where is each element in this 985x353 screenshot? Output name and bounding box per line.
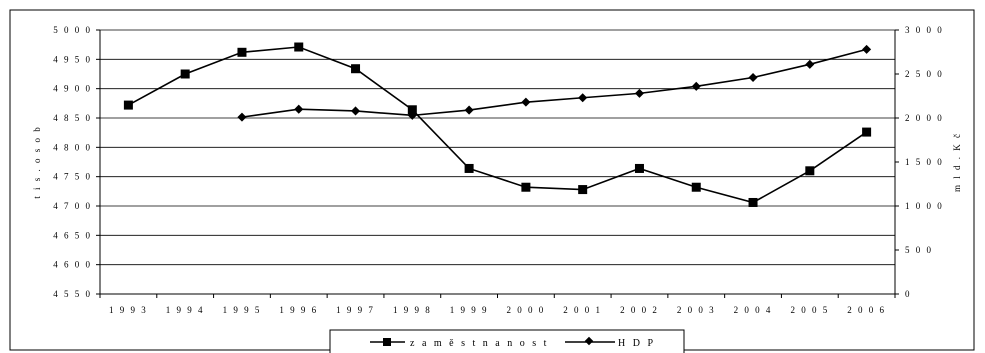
right-tick-labels: 0 5 0 0 1 0 0 0 1 5 0 0 2 0 0 0 2 5 0 0 3 0 0 … bbox=[905, 25, 944, 299]
left-tick-label-4950: 4 9 5 0 bbox=[53, 54, 92, 64]
point-hdp-2006 bbox=[862, 44, 872, 54]
right-tick-label-0: 0 bbox=[905, 289, 912, 299]
point-zamestnanost-1997 bbox=[351, 64, 361, 74]
right-tick-label-3000: 3 0 0 0 bbox=[905, 25, 944, 35]
legend-box bbox=[329, 329, 685, 353]
x-tick-label-2000: 2 0 0 0 bbox=[507, 305, 546, 315]
point-hdp-2004 bbox=[748, 72, 758, 83]
x-tick-label-2004: 2 0 0 4 bbox=[734, 305, 773, 315]
right-tick-label-2500: 2 5 0 0 bbox=[905, 69, 944, 79]
x-tick-label-2001: 2 0 0 1 bbox=[563, 305, 602, 315]
right-tick-label-500: 5 0 0 bbox=[905, 245, 933, 255]
legend-marker-hdp bbox=[584, 336, 594, 346]
point-hdp-2001 bbox=[578, 93, 588, 103]
point-hdp-1997 bbox=[351, 106, 361, 116]
axes bbox=[96, 29, 899, 298]
point-hdp-2002 bbox=[634, 88, 644, 98]
point-zamestnanost-2006 bbox=[862, 127, 872, 137]
left-tick-label-4850: 4 8 5 0 bbox=[53, 113, 92, 123]
x-tick-label-1996: 1 9 9 6 bbox=[279, 305, 318, 315]
x-tick-label-2005: 2 0 0 5 bbox=[790, 305, 829, 315]
left-tick-label-4750: 4 7 5 0 bbox=[53, 172, 92, 182]
left-tick-label-5000: 5 0 0 0 bbox=[53, 25, 92, 35]
legend: z a m ě s t n a n o s t H D P bbox=[329, 329, 685, 353]
left-tick-label-4550: 4 5 5 0 bbox=[53, 289, 92, 299]
x-tick-label-2006: 2 0 0 6 bbox=[847, 305, 886, 315]
point-zamestnanost-2004 bbox=[748, 197, 758, 207]
left-tick-label-4900: 4 9 0 0 bbox=[53, 84, 92, 94]
left-axis-title: t i s . o s o b bbox=[32, 125, 42, 199]
point-hdp-1995 bbox=[237, 112, 247, 122]
right-tick-label-1500: 1 5 0 0 bbox=[905, 157, 944, 167]
right-tick-label-2000: 2 0 0 0 bbox=[905, 113, 944, 123]
x-tick-label-1993: 1 9 9 3 bbox=[109, 305, 148, 315]
left-tick-label-4600: 4 6 0 0 bbox=[53, 260, 92, 270]
point-hdp-2005 bbox=[805, 59, 815, 69]
point-zamestnanost-2005 bbox=[805, 166, 815, 176]
point-hdp-2000 bbox=[521, 97, 531, 107]
right-tick-label-1000: 1 0 0 0 bbox=[905, 201, 944, 211]
right-axis-title: m l d . K č bbox=[952, 132, 962, 192]
left-tick-label-4800: 4 8 0 0 bbox=[53, 142, 92, 152]
left-tick-label-4650: 4 6 5 0 bbox=[53, 230, 92, 240]
x-tick-label-1994: 1 9 9 4 bbox=[166, 305, 205, 315]
x-tick-label-1998: 1 9 9 8 bbox=[393, 305, 432, 315]
x-tick-label-1995: 1 9 9 5 bbox=[223, 305, 262, 315]
x-tick-label-2003: 2 0 0 3 bbox=[677, 305, 716, 315]
legend-marker-zamestnanost bbox=[383, 338, 391, 346]
grid bbox=[100, 29, 895, 295]
x-tick-label-1997: 1 9 9 7 bbox=[336, 305, 375, 315]
x-tick-label-1999: 1 9 9 9 bbox=[450, 305, 489, 315]
point-zamestnanost-2001 bbox=[578, 185, 588, 195]
x-tick-label-2002: 2 0 0 2 bbox=[620, 305, 659, 315]
series-line-hdp bbox=[241, 48, 867, 118]
outer-frame bbox=[9, 9, 975, 351]
point-hdp-1999 bbox=[464, 105, 474, 115]
left-tick-labels: 4 5 5 0 4 6 0 0 4 6 5 0 4 7 0 0 4 7 5 0 4 8 0… bbox=[53, 25, 92, 299]
point-zamestnanost-2000 bbox=[521, 182, 531, 192]
point-zamestnanost-2003 bbox=[691, 182, 701, 192]
legend-label-hdp: H D P bbox=[618, 338, 656, 349]
point-zamestnanost-1995 bbox=[237, 47, 247, 57]
point-hdp-1998 bbox=[407, 110, 417, 120]
point-zamestnanost-1994 bbox=[180, 69, 190, 79]
x-tick-labels: 1 9 9 3 1 9 9 4 1 9 9 5 1 9 9 6 1 9 9 7 1 9 9… bbox=[109, 305, 886, 315]
point-zamestnanost-1996 bbox=[294, 42, 304, 52]
series-line-zamestnanost bbox=[128, 46, 868, 204]
left-tick-label-4700: 4 7 0 0 bbox=[53, 201, 92, 211]
point-hdp-2003 bbox=[691, 81, 701, 91]
series-layer bbox=[123, 42, 872, 207]
legend-label-zamestnanost: z a m ě s t n a n o s t bbox=[410, 338, 549, 349]
point-hdp-1996 bbox=[294, 104, 304, 114]
point-zamestnanost-1998 bbox=[407, 105, 417, 115]
point-zamestnanost-1993 bbox=[123, 100, 133, 110]
point-zamestnanost-2002 bbox=[634, 163, 644, 173]
point-zamestnanost-1999 bbox=[464, 163, 474, 173]
